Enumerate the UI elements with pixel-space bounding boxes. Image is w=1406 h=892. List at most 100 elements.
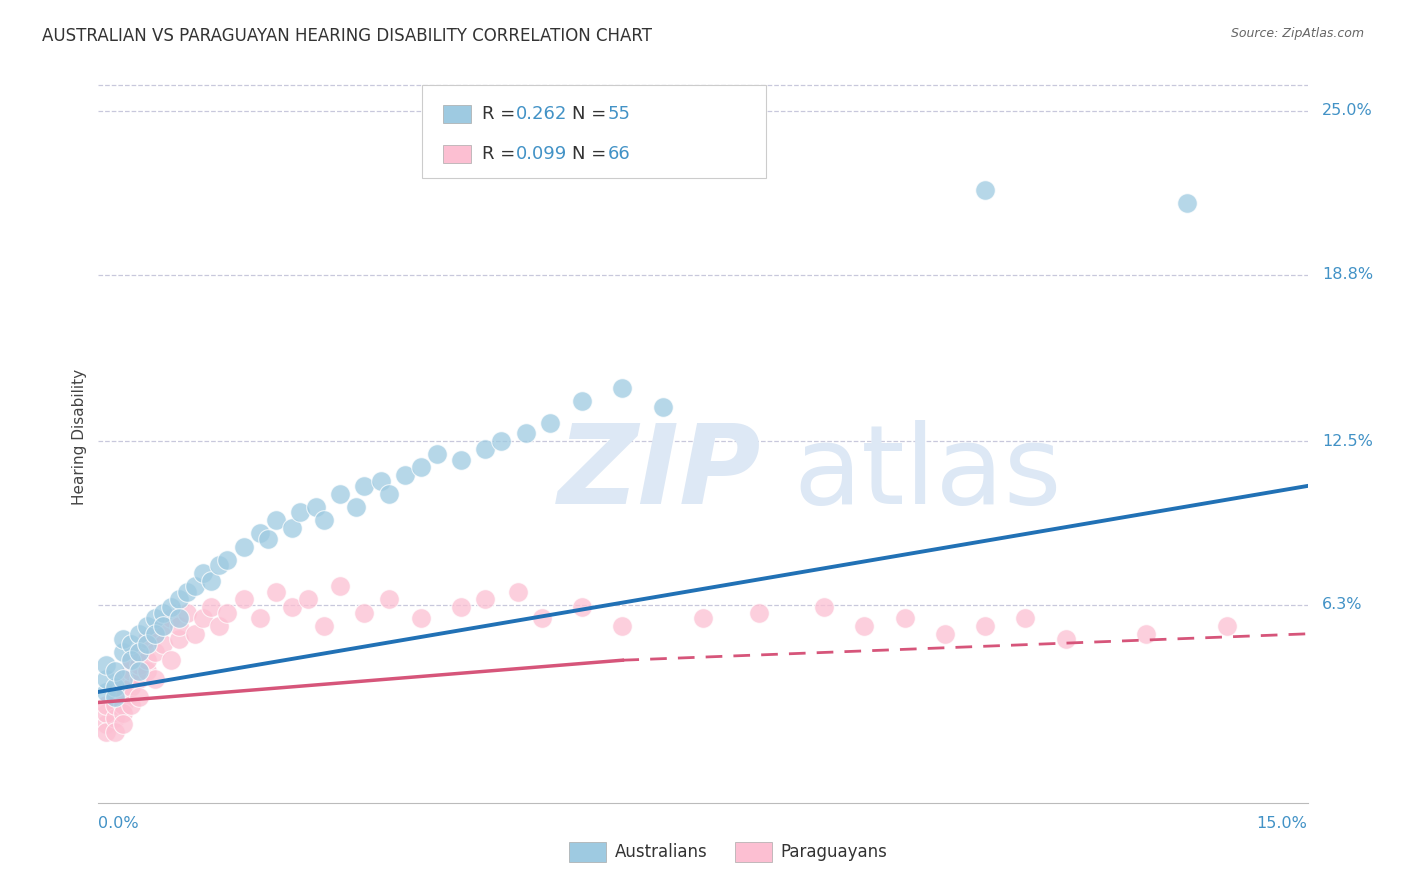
Point <box>128 658 150 673</box>
Point <box>111 685 134 699</box>
Point <box>128 645 150 659</box>
Point <box>103 680 125 694</box>
Point <box>344 500 367 514</box>
Point <box>314 513 336 527</box>
Text: N =: N = <box>572 145 612 163</box>
Point <box>353 479 375 493</box>
Text: atlas: atlas <box>793 420 1062 527</box>
Text: Australians: Australians <box>614 843 707 861</box>
Point <box>160 653 183 667</box>
Point <box>314 619 336 633</box>
Point <box>974 183 997 197</box>
Point <box>506 584 529 599</box>
Point <box>281 600 304 615</box>
Point <box>152 619 174 633</box>
Point <box>377 487 399 501</box>
Point <box>281 521 304 535</box>
Point <box>409 460 432 475</box>
Point <box>152 637 174 651</box>
Point <box>120 653 142 667</box>
Text: 55: 55 <box>607 105 630 123</box>
Point <box>120 680 142 694</box>
Point <box>353 606 375 620</box>
Point <box>193 566 215 580</box>
Point <box>409 611 432 625</box>
Point <box>120 637 142 651</box>
Point <box>377 592 399 607</box>
Point <box>305 500 328 514</box>
Point <box>167 619 190 633</box>
Point <box>128 627 150 641</box>
Point <box>135 637 157 651</box>
Text: 12.5%: 12.5% <box>1322 434 1374 449</box>
Point <box>135 619 157 633</box>
Point <box>152 606 174 620</box>
Point <box>893 611 915 625</box>
Point <box>167 592 190 607</box>
Point <box>96 698 118 712</box>
Point <box>651 400 673 414</box>
Point <box>111 698 134 712</box>
Point <box>103 685 125 699</box>
Point <box>217 606 239 620</box>
Point <box>571 394 593 409</box>
Text: Source: ZipAtlas.com: Source: ZipAtlas.com <box>1230 27 1364 40</box>
Point <box>813 600 835 615</box>
Point <box>111 716 134 731</box>
Point <box>128 690 150 705</box>
Point <box>571 600 593 615</box>
Point <box>200 600 222 615</box>
Point <box>103 698 125 712</box>
Point <box>1014 611 1036 625</box>
Point <box>329 487 352 501</box>
Text: Paraguayans: Paraguayans <box>780 843 887 861</box>
Point <box>612 619 634 633</box>
Point <box>176 606 198 620</box>
Point <box>143 627 166 641</box>
Text: R =: R = <box>482 105 522 123</box>
Point <box>1175 196 1198 211</box>
Point <box>111 672 134 686</box>
Point <box>217 553 239 567</box>
Point <box>1216 619 1239 633</box>
Point <box>128 645 150 659</box>
Point <box>111 632 134 646</box>
Point <box>450 600 472 615</box>
Point <box>96 716 118 731</box>
Point <box>135 664 157 678</box>
Point <box>111 706 134 720</box>
Point <box>135 632 157 646</box>
Point <box>96 672 118 686</box>
Point <box>264 584 287 599</box>
Point <box>474 592 496 607</box>
Text: 0.0%: 0.0% <box>98 816 139 831</box>
Point <box>1135 627 1157 641</box>
Point <box>111 672 134 686</box>
Point <box>329 579 352 593</box>
Point <box>135 653 157 667</box>
Point <box>96 724 118 739</box>
Point <box>256 532 278 546</box>
Point <box>160 611 183 625</box>
Point <box>143 645 166 659</box>
Text: R =: R = <box>482 145 522 163</box>
Point <box>96 706 118 720</box>
Point <box>111 645 134 659</box>
Point <box>184 627 207 641</box>
Point <box>176 584 198 599</box>
Text: 18.8%: 18.8% <box>1322 268 1374 282</box>
Point <box>143 611 166 625</box>
Point <box>530 611 553 625</box>
Text: 66: 66 <box>607 145 630 163</box>
Text: ZIP: ZIP <box>558 420 762 527</box>
Point <box>612 381 634 395</box>
Text: AUSTRALIAN VS PARAGUAYAN HEARING DISABILITY CORRELATION CHART: AUSTRALIAN VS PARAGUAYAN HEARING DISABIL… <box>42 27 652 45</box>
Point <box>232 540 254 554</box>
Point <box>538 416 561 430</box>
Point <box>208 619 231 633</box>
Point <box>103 664 125 678</box>
Point <box>143 672 166 686</box>
Point <box>426 447 449 461</box>
Point <box>120 653 142 667</box>
Point <box>232 592 254 607</box>
